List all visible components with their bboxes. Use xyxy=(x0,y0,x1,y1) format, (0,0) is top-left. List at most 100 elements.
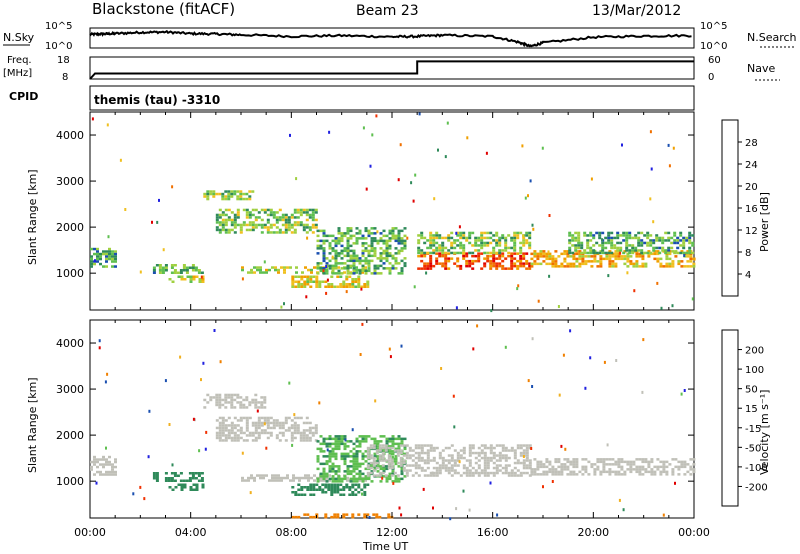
data-cell xyxy=(403,262,407,265)
data-cell xyxy=(265,474,268,477)
data-cell xyxy=(551,465,555,469)
data-cell xyxy=(468,474,472,477)
data-cell xyxy=(513,451,517,455)
data-cell xyxy=(174,486,178,489)
data-cell xyxy=(224,195,228,198)
data-cell xyxy=(519,461,523,465)
data-cell xyxy=(357,278,361,281)
data-cell xyxy=(328,465,332,468)
data-cell xyxy=(548,262,552,266)
data-cell xyxy=(388,252,392,255)
data-cell xyxy=(391,254,395,258)
data-cell xyxy=(405,469,409,472)
data-cell xyxy=(519,446,523,450)
data-cell xyxy=(456,257,460,260)
data-cell xyxy=(641,460,645,464)
data-cell xyxy=(343,271,346,274)
data-cell xyxy=(391,470,395,473)
data-cell xyxy=(90,460,93,464)
data-cell xyxy=(646,231,650,235)
data-cell xyxy=(418,112,421,116)
data-cell xyxy=(209,192,213,196)
data-cell xyxy=(230,424,234,427)
data-cell xyxy=(364,259,368,263)
data-cell xyxy=(176,474,180,477)
data-cell xyxy=(263,416,267,420)
data-cell xyxy=(104,380,107,384)
data-cell xyxy=(179,355,182,359)
data-cell xyxy=(504,471,508,475)
data-cell xyxy=(275,421,279,425)
data-cell xyxy=(453,449,457,452)
data-cell xyxy=(358,450,362,453)
data-cell xyxy=(656,250,660,253)
data-cell xyxy=(336,285,340,288)
data-cell xyxy=(346,264,350,268)
data-cell xyxy=(111,470,114,474)
data-cell xyxy=(302,434,306,437)
data-cell xyxy=(230,195,234,198)
data-cell xyxy=(221,439,225,442)
data-cell xyxy=(456,231,460,235)
data-cell xyxy=(367,232,371,235)
data-cell xyxy=(530,447,533,450)
data-cell xyxy=(319,239,323,243)
data-cell xyxy=(340,262,344,265)
data-cell xyxy=(641,255,645,258)
data-cell xyxy=(455,231,458,235)
data-cell xyxy=(248,190,252,193)
data-cell xyxy=(307,268,310,272)
data-cell xyxy=(248,416,252,420)
data-cell xyxy=(495,267,499,270)
data-cell xyxy=(245,429,249,432)
data-cell xyxy=(459,449,463,452)
data-cell xyxy=(429,446,433,450)
data-cell xyxy=(284,416,288,420)
data-cell xyxy=(173,264,177,267)
data-cell xyxy=(266,208,270,212)
data-cell xyxy=(616,246,620,250)
data-cell xyxy=(483,446,487,450)
data-cell xyxy=(420,446,424,450)
data-cell xyxy=(370,249,374,253)
data-cell xyxy=(316,229,320,233)
data-cell xyxy=(674,255,678,258)
data-cell xyxy=(342,515,346,519)
data-cell xyxy=(373,264,377,268)
data-cell xyxy=(189,488,193,491)
data-cell xyxy=(647,465,651,469)
data-cell xyxy=(316,460,320,463)
data-cell xyxy=(462,246,466,250)
data-cell xyxy=(432,249,436,252)
data-cell xyxy=(293,426,297,430)
data-cell xyxy=(351,483,355,486)
data-cell xyxy=(337,442,341,446)
data-cell xyxy=(322,234,326,238)
data-cell xyxy=(158,269,162,272)
data-cell xyxy=(304,476,307,480)
data-cell xyxy=(340,437,344,441)
data-cell xyxy=(391,264,395,268)
data-cell xyxy=(230,396,234,399)
data-cell xyxy=(420,444,424,447)
data-cell xyxy=(379,252,383,255)
data-cell xyxy=(361,254,365,258)
data-cell xyxy=(525,466,529,470)
data-cell xyxy=(634,249,638,252)
data-cell xyxy=(492,451,496,455)
data-cell xyxy=(471,446,475,450)
data-cell xyxy=(581,468,585,471)
data-cell xyxy=(444,267,448,270)
data-cell xyxy=(394,447,398,451)
data-cell xyxy=(278,228,282,232)
colorbar-tick-label: 50 xyxy=(745,385,758,396)
data-cell xyxy=(233,406,237,409)
data-cell xyxy=(236,197,240,201)
data-cell xyxy=(435,259,439,263)
data-cell xyxy=(510,446,514,450)
data-cell xyxy=(444,459,448,462)
data-cell xyxy=(256,268,259,272)
data-cell xyxy=(626,468,630,471)
data-cell xyxy=(306,236,309,240)
data-cell xyxy=(376,264,380,268)
